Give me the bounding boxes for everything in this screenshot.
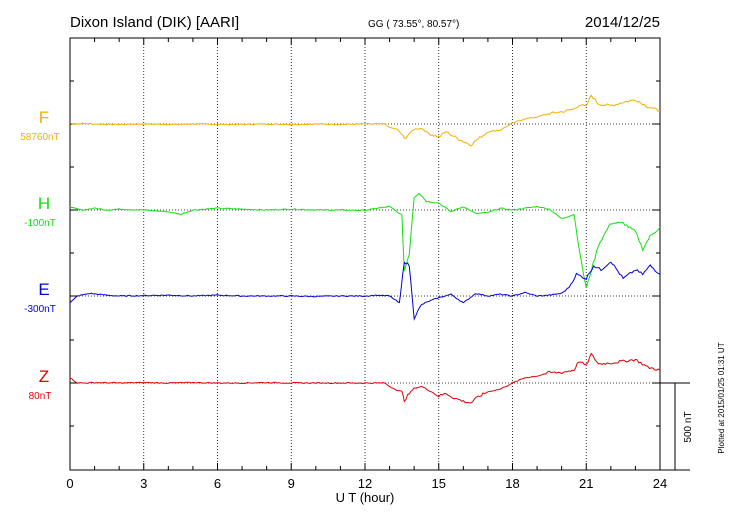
x-tick-label: 21 (579, 476, 593, 491)
x-tick-label: 3 (140, 476, 147, 491)
x-tick-label: 9 (288, 476, 295, 491)
station-title: Dixon Island (DIK) [AARI] (70, 14, 239, 31)
series-line-Z (69, 352, 661, 404)
series-name-F: F (39, 108, 49, 127)
x-tick-label: 6 (214, 476, 221, 491)
scale-bar-label: 500 nT (683, 411, 694, 442)
x-tick-labels: 0 3 6 9 12 15 18 21 24 (66, 476, 667, 491)
series-line-E (69, 261, 661, 321)
x-tick-label: 12 (358, 476, 372, 491)
series-baseline-F: 58760nT (20, 132, 59, 143)
series-baseline-E: -300nT (24, 304, 56, 315)
series-labels: F 58760nT H -100nT E -300nT Z 80nT (20, 108, 59, 402)
scale-bar: 500 nT (660, 382, 694, 471)
series-name-E: E (38, 280, 49, 299)
coordinates-label: GG ( 73.55°, 80.57°) (368, 19, 459, 30)
x-tick-label: 24 (653, 476, 667, 491)
series-line-H (69, 192, 661, 289)
date-label: 2014/12/25 (585, 14, 660, 31)
x-axis-label: U T (hour) (336, 490, 395, 505)
x-tick-label: 0 (66, 476, 73, 491)
series-baseline-H: -100nT (24, 218, 56, 229)
plotted-footer: Plotted at 2015/01/25 01:31 UT (717, 342, 726, 453)
grid-lines (70, 38, 660, 470)
series-name-H: H (38, 194, 50, 213)
x-tick-label: 15 (432, 476, 446, 491)
series-lines (69, 94, 661, 404)
series-name-Z: Z (39, 367, 49, 386)
x-tick-label: 18 (505, 476, 519, 491)
series-baseline-Z: 80nT (29, 391, 52, 402)
series-line-F (69, 94, 661, 147)
